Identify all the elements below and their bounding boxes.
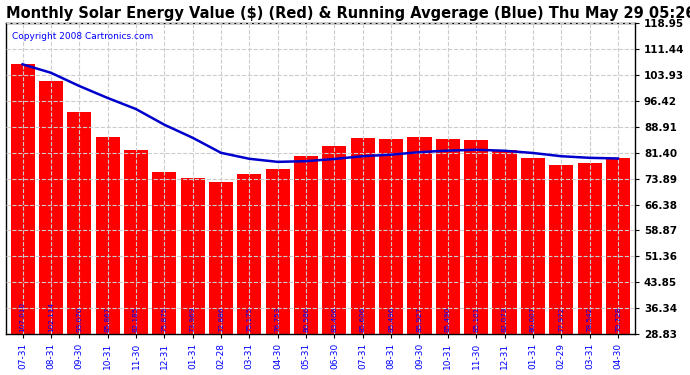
Bar [181,178,205,334]
Bar [407,137,431,334]
Bar [152,172,177,334]
Bar [493,150,517,334]
Text: 77.972: 77.972 [558,307,564,333]
Bar [322,146,346,334]
Text: 80.586: 80.586 [303,307,309,333]
Bar [67,112,91,334]
Text: 107.010: 107.010 [19,303,26,333]
Bar [237,174,262,334]
Text: 85.867: 85.867 [105,307,110,333]
Bar [209,182,233,334]
Text: 75.875: 75.875 [161,307,167,333]
Bar [436,139,460,334]
Text: 82.073: 82.073 [502,307,508,333]
Bar [549,165,573,334]
Bar [294,156,318,334]
Bar [96,137,119,334]
Text: 80.007: 80.007 [530,307,536,333]
Text: 93.070: 93.070 [77,307,82,333]
Text: 85.606: 85.606 [359,307,366,333]
Bar [578,163,602,334]
Bar [521,158,545,334]
Text: 75.175: 75.175 [246,307,253,333]
Bar [124,150,148,334]
Bar [351,138,375,334]
Text: 76.753: 76.753 [275,307,281,333]
Text: 72.886: 72.886 [218,307,224,333]
Text: 79.728: 79.728 [615,307,621,333]
Text: 102.114: 102.114 [48,303,54,333]
Bar [606,159,630,334]
Text: 85.927: 85.927 [417,307,422,333]
Bar [464,140,489,334]
Text: Copyright 2008 Cartronics.com: Copyright 2008 Cartronics.com [12,33,153,42]
Text: 85.101: 85.101 [473,307,479,333]
Text: 82.185: 82.185 [133,307,139,333]
Text: 85.496: 85.496 [388,307,394,333]
Text: 78.542: 78.542 [586,307,593,333]
Text: 83.406: 83.406 [331,307,337,333]
Bar [39,81,63,334]
Text: 73.969: 73.969 [190,307,196,333]
Text: 85.490: 85.490 [445,307,451,333]
Text: Monthly Solar Energy Value ($) (Red) & Running Avgerage (Blue) Thu May 29 05:26: Monthly Solar Energy Value ($) (Red) & R… [6,6,690,21]
Bar [10,64,34,334]
Bar [266,169,290,334]
Bar [379,139,403,334]
